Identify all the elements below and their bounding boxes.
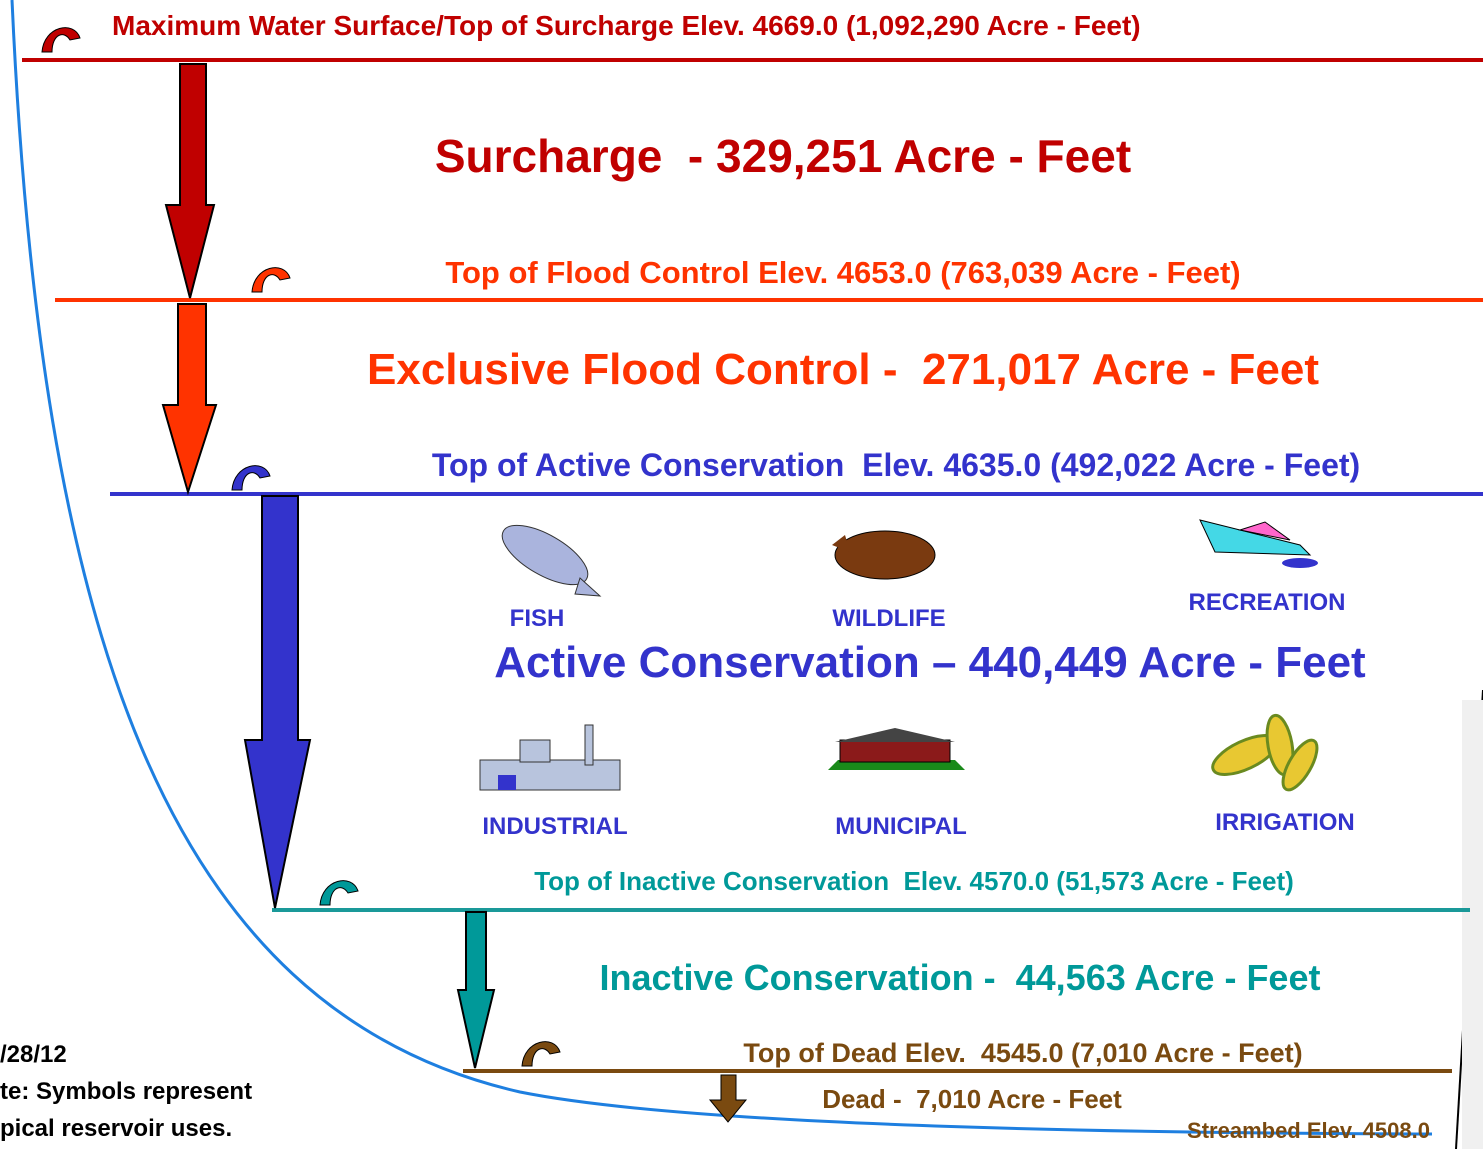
level-label: Top of Dead Elev. 4545.0 (7,010 Acre - F…	[743, 1038, 1302, 1068]
zone-arrow	[458, 912, 494, 1068]
fish-icon	[493, 514, 600, 597]
streambed-label: Streambed Elev. 4508.0	[1187, 1118, 1430, 1143]
curved-arrow	[522, 1042, 560, 1066]
curved-arrow	[320, 881, 358, 905]
use-label: IRRIGATION	[1215, 809, 1355, 836]
level-label: Maximum Water Surface/Top of Surcharge E…	[112, 10, 1141, 41]
municipal-icon	[828, 728, 965, 770]
zone-label: Active Conservation – 440,449 Acre - Fee…	[494, 638, 1366, 687]
zone-label: Inactive Conservation - 44,563 Acre - Fe…	[600, 957, 1321, 998]
diagram: Maximum Water Surface/Top of Surcharge E…	[0, 0, 1483, 1149]
use-label: RECREATION	[1189, 589, 1346, 616]
note: /28/12	[0, 1041, 67, 1068]
level-label: Top of Flood Control Elev. 4653.0 (763,0…	[445, 255, 1240, 290]
use-label: INDUSTRIAL	[482, 813, 627, 840]
dam-shade	[1462, 700, 1483, 1149]
curved-arrow	[252, 268, 290, 292]
irrigation-icon	[1207, 713, 1323, 794]
note: te: Symbols represent	[0, 1078, 252, 1105]
use-label: FISH	[510, 605, 565, 632]
industrial-icon	[480, 725, 620, 790]
note: pical reservoir uses.	[0, 1115, 232, 1142]
use-label: MUNICIPAL	[835, 813, 967, 840]
zone-arrow	[245, 496, 310, 908]
curved-arrow	[232, 466, 270, 490]
zone-label: Surcharge - 329,251 Acre - Feet	[435, 130, 1131, 182]
level-label: Top of Active Conservation Elev. 4635.0 …	[432, 447, 1360, 483]
wildlife-icon	[832, 531, 935, 579]
curved-arrow	[42, 28, 80, 52]
zone-label: Exclusive Flood Control - 271,017 Acre -…	[367, 345, 1319, 394]
recreation-icon	[1200, 520, 1318, 568]
page: Maximum Water Surface/Top of Surcharge E…	[0, 0, 1483, 1149]
zone-label: Dead - 7,010 Acre - Feet	[822, 1084, 1122, 1114]
zone-arrow	[163, 304, 216, 492]
use-label: WILDLIFE	[832, 605, 945, 632]
zone-arrow	[166, 64, 214, 298]
level-label: Top of Inactive Conservation Elev. 4570.…	[534, 866, 1294, 896]
